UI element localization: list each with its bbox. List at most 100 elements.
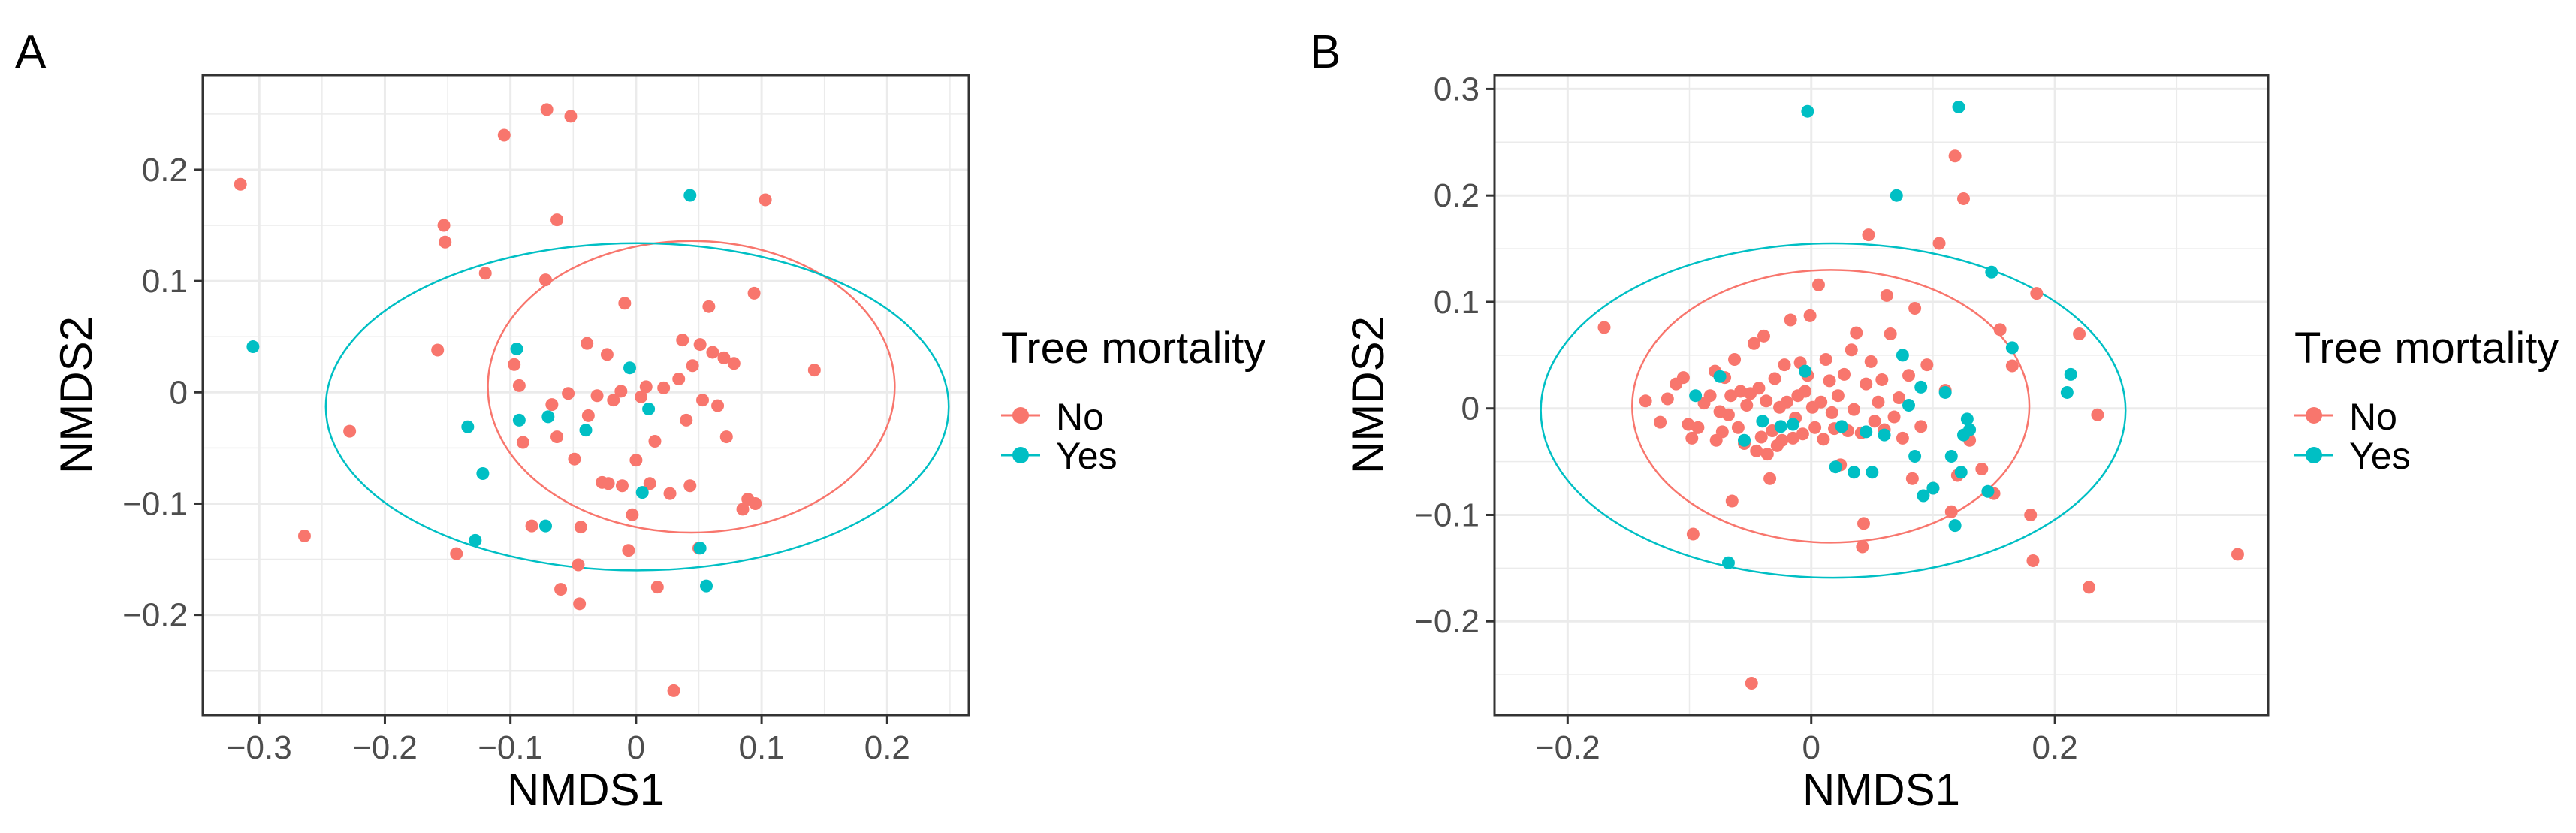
panel-b-point-no — [1597, 321, 1611, 334]
panel-a-point-no — [431, 343, 445, 357]
panel-b-point-no — [1884, 327, 1897, 340]
panel-b-point-no — [1956, 192, 1970, 205]
panel-a-point-no — [639, 380, 653, 394]
panel-b-point-no — [1868, 415, 1881, 428]
panel-b-point-yes — [1985, 265, 1998, 279]
panel-b-point-no — [1905, 472, 1919, 485]
panel-b-point-no — [2083, 581, 2096, 594]
panel-a-plot-border — [201, 74, 970, 717]
panel-a-point-no — [581, 337, 594, 350]
panel-b-point-no — [1887, 410, 1901, 424]
panel-b-point-no — [1819, 353, 1832, 367]
panel-b-x-tick-label: 0 — [1802, 729, 1820, 766]
panel-b-point-no — [1808, 421, 1822, 434]
panel-b-point-yes — [1952, 101, 1965, 114]
panel-a-points — [234, 103, 821, 697]
panel-b-point-no — [2005, 359, 2019, 373]
panel-a-point-no — [545, 398, 559, 412]
panel-b-point-yes — [1799, 364, 1812, 378]
panel-b-point-no — [1993, 323, 2007, 337]
panel-b-y-tick-label: −0.2 — [1414, 603, 1480, 640]
panel-b-point-yes — [1829, 460, 1842, 474]
panel-b-point-no — [1796, 427, 1809, 441]
panel-a-x-tick-label: 0.2 — [864, 729, 910, 766]
panel-b-plot-border — [1493, 74, 2270, 717]
panel-a-point-no — [574, 521, 587, 534]
panel-a-point-no — [672, 373, 686, 386]
panel-b-point-no — [1721, 408, 1735, 421]
panel-b-point-no — [1750, 444, 1763, 457]
panel-a-legend-no-key-point — [1012, 407, 1029, 424]
panel-a-point-no — [602, 477, 615, 490]
panel-a-point-no — [711, 399, 725, 412]
panel-b-y-tick-label: 0.3 — [1434, 71, 1480, 107]
panel-a-point-no — [747, 286, 761, 300]
panel-b-ellipse-no — [1631, 269, 2031, 544]
panel-a-point-no — [343, 424, 357, 438]
panel-b-point-no — [1914, 420, 1928, 433]
panel-b-point-no — [1778, 358, 1791, 372]
panel-a-point-no — [719, 430, 733, 444]
panel-a-point-no — [562, 387, 575, 400]
panel-b-point-yes — [1908, 450, 1922, 463]
panel-a-point-no — [759, 193, 772, 207]
panel-b-point-no — [1754, 430, 1768, 444]
panel-a-point-no — [643, 477, 656, 490]
panel-a-point-no — [614, 385, 628, 398]
panel-b-y-axis-title: NMDS2 — [1343, 316, 1393, 474]
panel-b-point-no — [1948, 149, 1962, 163]
panel-b-ellipse-yes — [1540, 242, 2127, 579]
panel-a-point-no — [650, 581, 664, 594]
panel-a-point-no — [525, 519, 538, 533]
panel-b-point-yes — [2064, 367, 2077, 381]
panel-a-label: A — [15, 26, 47, 78]
panel-b-point-no — [1848, 403, 1861, 416]
panel-b-point-no — [1760, 448, 1774, 461]
panel-a-point-no — [667, 684, 680, 697]
panel-a-point-no — [516, 436, 529, 449]
panel-a-point-no — [439, 235, 452, 249]
panel-b-point-yes — [1878, 428, 1891, 442]
panel-a-point-no — [607, 394, 620, 407]
panel-b-legend-no-label: No — [2349, 396, 2397, 438]
panel-a-x-tick-label: 0.1 — [739, 729, 785, 766]
panel-b-point-no — [1932, 237, 1946, 250]
panel-a-point-no — [629, 454, 643, 467]
panel-b-point-yes — [1721, 556, 1735, 569]
panel-a-legend-yes-label: Yes — [1056, 435, 1118, 477]
panel-b-point-no — [1768, 372, 1781, 385]
panel-b-point-no — [1875, 373, 1889, 386]
panel-a-point-no — [807, 364, 821, 377]
panel-b-legend-yes-label: Yes — [2349, 435, 2411, 477]
panel-b-point-no — [1639, 394, 1652, 408]
panel-b-point-no — [1864, 355, 1878, 368]
panel-b-point-no — [1825, 406, 1838, 419]
panel-a-point-no — [600, 348, 614, 361]
panel-b-legend: Tree mortality No Yes — [2294, 324, 2559, 477]
panel-b-point-no — [1896, 431, 1909, 445]
panel-b-point-no — [1786, 431, 1799, 445]
panel-b-point-no — [1803, 309, 1817, 322]
panel-a-point-yes — [538, 519, 552, 533]
panel-b-point-yes — [1774, 420, 1787, 433]
panel-a-ellipse-no — [487, 240, 896, 534]
panel-b-point-yes — [1689, 389, 1703, 403]
panel-b-point-yes — [1926, 481, 1940, 495]
panel-a-x-tick-label: −0.2 — [352, 729, 418, 766]
panel-b-point-no — [1838, 367, 1851, 381]
panel-b-point-yes — [1914, 380, 1928, 394]
panel-b-x-ticks: −0.2 0 0.2 — [1535, 715, 2078, 766]
panel-b-point-no — [1691, 421, 1705, 434]
panel-b-point-no — [1775, 433, 1789, 447]
panel-b-point-no — [1757, 329, 1770, 343]
panel-b-point-yes — [1944, 450, 1958, 463]
panel-b-point-no — [1745, 676, 1758, 690]
panel-a-point-no — [680, 413, 693, 427]
panel-a-x-axis-title: NMDS1 — [507, 765, 665, 815]
panel-b-point-no — [1975, 463, 1989, 476]
panel-a-point-no — [564, 110, 578, 123]
panel-a-point-no — [590, 389, 604, 403]
panel-a-point-no — [437, 219, 451, 232]
panel-a-point-no — [478, 267, 492, 280]
panel-a-y-ticks: −0.2 −0.1 0 0.1 0.2 — [122, 152, 203, 634]
